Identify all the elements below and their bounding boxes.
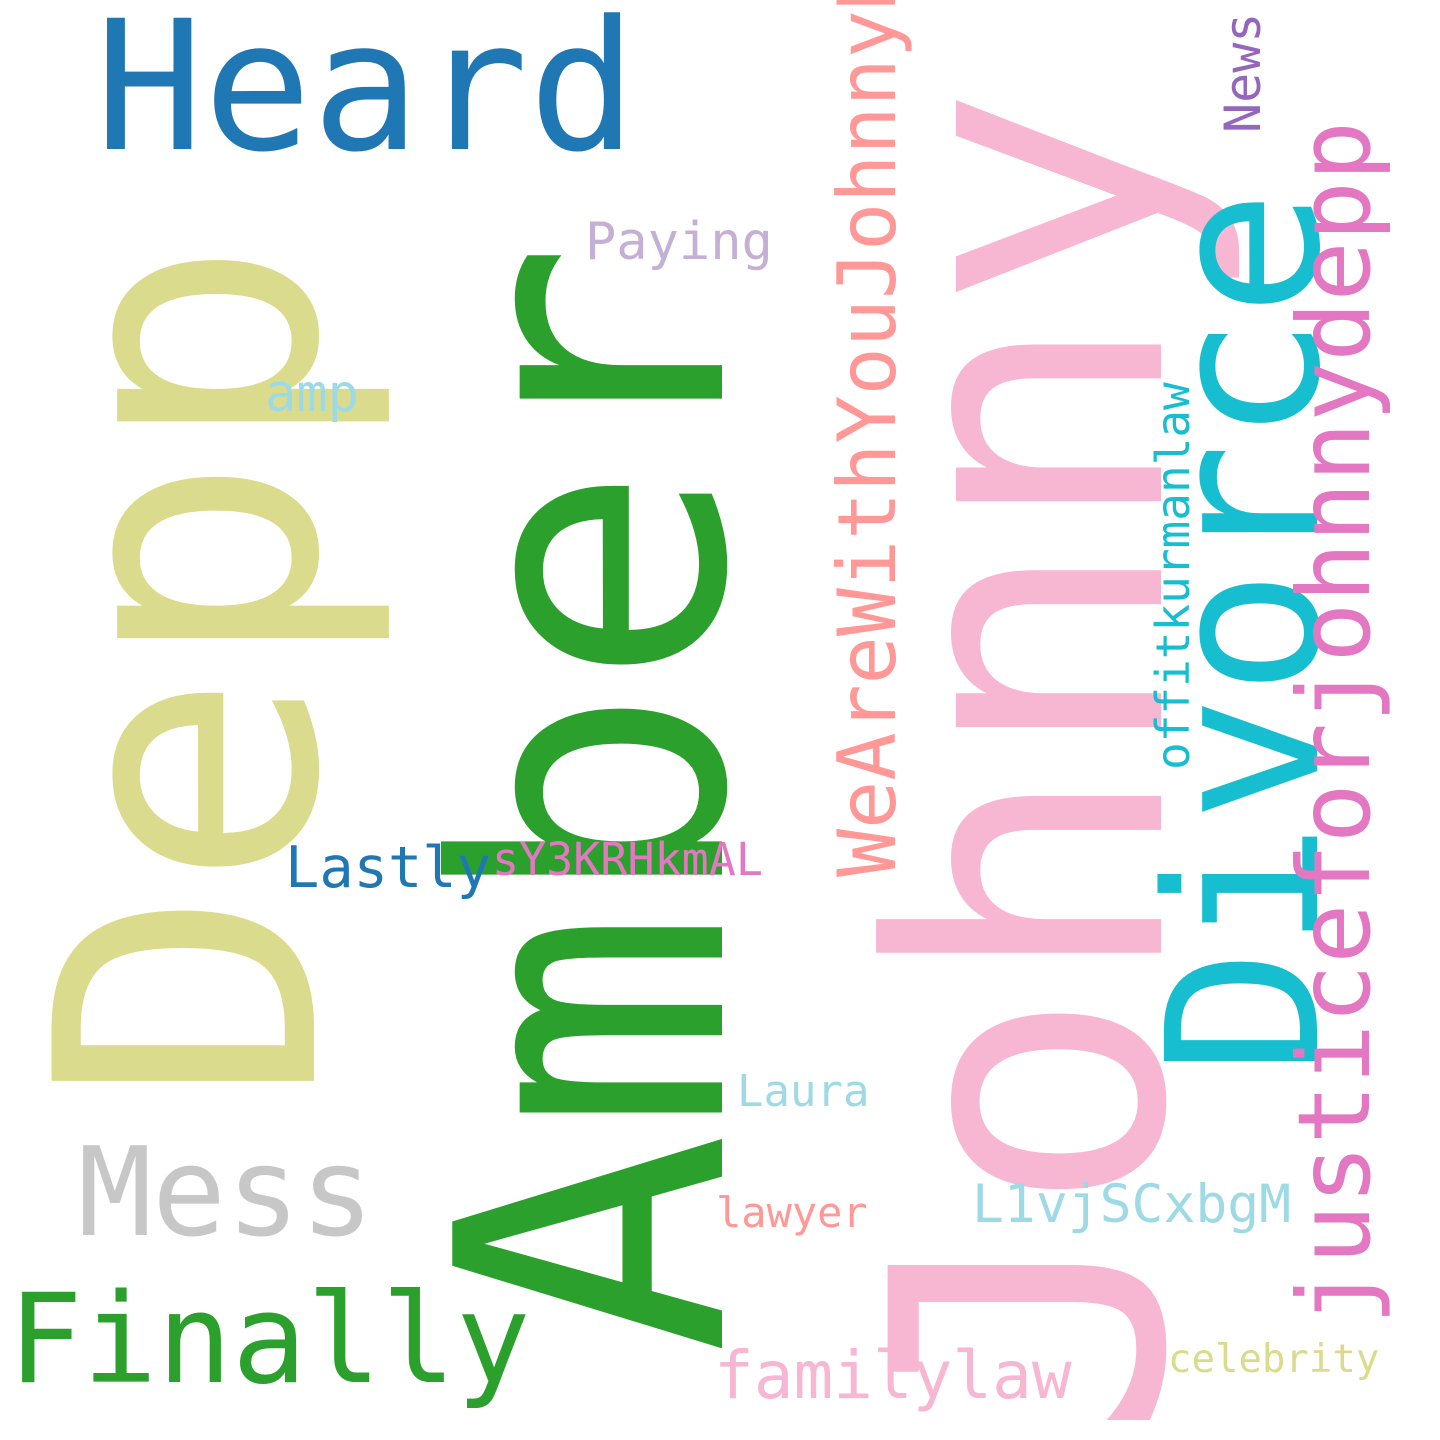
- word-news: News: [1214, 12, 1272, 133]
- word-sy3krhkmal: sY3KRHkmAL: [492, 833, 763, 886]
- word-laura: Laura: [737, 1066, 870, 1117]
- word-justiceforjohnnydepp: justiceforjohnnydepp: [1276, 120, 1393, 1325]
- word-heard: Heard: [95, 0, 637, 192]
- word-wearewithyoujohnnydepp: WeAreWithYouJohnnyDepp: [821, 0, 914, 877]
- word-lastly: Lastly: [285, 835, 491, 901]
- word-offitkurmanlaw: offitkurmanlaw: [1146, 382, 1200, 770]
- word-celebrity: celebrity: [1168, 1337, 1380, 1382]
- word-mess: Mess: [78, 1122, 375, 1265]
- word-amp: amp: [265, 364, 359, 424]
- word-lawyer: lawyer: [716, 1188, 868, 1237]
- word-paying: Paying: [585, 212, 773, 272]
- word-l1vjscxbgm: L1vjSCxbgM: [972, 1174, 1292, 1235]
- word-familylaw: familylaw: [714, 1337, 1072, 1414]
- word-finally: Finally: [8, 1268, 531, 1412]
